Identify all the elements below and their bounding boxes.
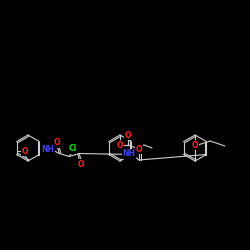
Text: O: O	[22, 146, 28, 156]
Text: NH: NH	[41, 145, 54, 154]
Text: O: O	[78, 160, 84, 169]
Text: O: O	[136, 144, 142, 154]
Text: O: O	[192, 140, 198, 149]
Text: O: O	[125, 130, 131, 140]
Text: Cl: Cl	[68, 144, 76, 153]
Text: O: O	[117, 140, 123, 149]
Text: NH: NH	[122, 150, 136, 158]
Text: O: O	[54, 138, 60, 147]
